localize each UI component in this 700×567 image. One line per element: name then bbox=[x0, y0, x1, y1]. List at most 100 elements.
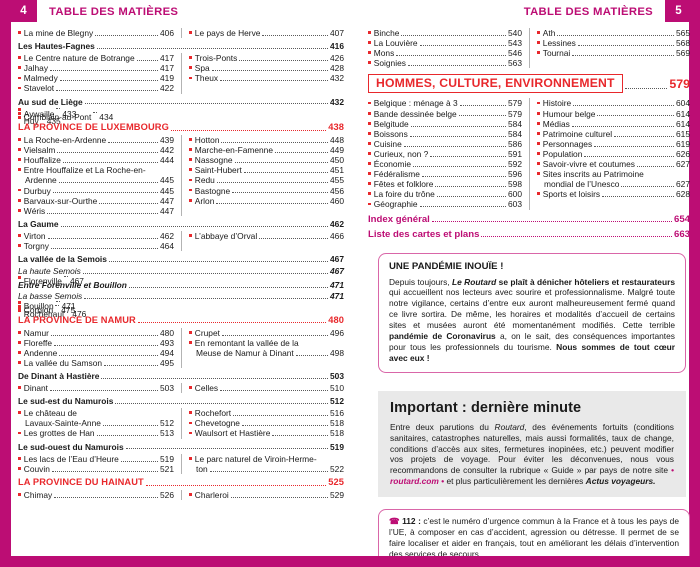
dot-leader bbox=[47, 237, 159, 239]
toc-pair-block: Le Centre nature de Botrange 417 Jalhay 417… bbox=[18, 53, 344, 94]
toc-column-right: Le parc naturel de Viroin-Herme-ton 522 bbox=[181, 453, 344, 474]
toc-entry: Soignies 563 bbox=[368, 58, 522, 68]
toc-entry: La mine de Blegny 406 bbox=[18, 28, 174, 38]
bottom-edge-trim bbox=[0, 556, 700, 567]
toc-entry-page: 417 bbox=[160, 63, 174, 74]
dot-leader bbox=[403, 145, 507, 147]
dot-leader bbox=[51, 470, 159, 472]
toc-section-label: Le sud-est du Namurois bbox=[18, 396, 114, 407]
toc-column-left: Le château de Lavaux-Sainte-Anne 512 Les gr… bbox=[18, 408, 181, 438]
toc-entry-label: Population bbox=[542, 148, 583, 159]
dot-leader bbox=[47, 212, 159, 214]
toc-right: Binche 540 La Louvière 543 Mons 546 Soignies 56… bbox=[354, 22, 692, 243]
toc-entry-page: 543 bbox=[508, 38, 522, 49]
toc-section-page: 663 bbox=[673, 228, 690, 240]
routard-com-link[interactable]: routard.com bbox=[390, 476, 439, 487]
dot-leader bbox=[458, 115, 507, 117]
dot-leader bbox=[84, 103, 329, 105]
bullet-icon bbox=[368, 51, 371, 55]
toc-entry: Saint-Hubert 451 bbox=[189, 165, 344, 175]
toc-section-page: 471 bbox=[330, 291, 344, 302]
dot-leader bbox=[239, 60, 329, 62]
toc-column-right: Celles 510 bbox=[181, 383, 344, 394]
toc-entry-page: 426 bbox=[330, 53, 344, 64]
dot-leader bbox=[136, 60, 159, 62]
toc-section-label: Corbion bbox=[23, 305, 54, 316]
toc-entry: Ath 565 bbox=[537, 28, 690, 38]
phone-icon: ☎ bbox=[389, 516, 400, 527]
toc-entry-page: 480 bbox=[160, 327, 174, 338]
toc-entry-label: ton bbox=[196, 463, 208, 474]
dot-leader bbox=[573, 105, 675, 107]
toc-entry: Les grottes de Han 513 bbox=[18, 428, 174, 438]
toc-entry-page: 462 bbox=[160, 230, 174, 241]
bullet-icon bbox=[18, 111, 21, 115]
toc-entry-page: 586 bbox=[508, 138, 522, 149]
toc-entry-label: Sports et loisirs bbox=[542, 189, 601, 200]
toc-section-page: 434 bbox=[99, 112, 114, 123]
bullet-icon bbox=[18, 456, 21, 460]
toc-column-left: Virton 462 Torgny 464 bbox=[18, 231, 181, 251]
toc-entry-label: Curieux, non ? bbox=[373, 148, 429, 159]
dot-leader bbox=[459, 105, 507, 107]
page-right-header: TABLE DES MATIÈRES 5 bbox=[354, 0, 692, 22]
toc-left: La mine de Blegny 406 Le pays de Herve 407 L… bbox=[10, 22, 346, 500]
toc-entry-label: Soignies bbox=[373, 58, 406, 69]
text-segment: Routard bbox=[494, 421, 525, 432]
toc-entry-label: Cuisine bbox=[373, 138, 402, 149]
toc-entry-label: Entre Houffalize et La Roche-en- bbox=[23, 165, 146, 176]
toc-entry-label: Houffalize bbox=[23, 155, 61, 166]
dot-leader bbox=[233, 415, 329, 417]
bullet-icon bbox=[18, 138, 21, 141]
toc-entry-label: Fêtes et folklore bbox=[373, 179, 434, 190]
toc-entry-page: 600 bbox=[508, 189, 522, 200]
dot-leader bbox=[636, 165, 675, 167]
toc-entry-label: Mons bbox=[373, 48, 395, 59]
toc-entry-label: Binche bbox=[373, 28, 400, 38]
bullet-icon bbox=[537, 131, 540, 135]
toc-entry-page: 546 bbox=[508, 48, 522, 59]
text-segment: , des événements fortuits (conditions sa… bbox=[390, 421, 674, 476]
toc-column-right: Trois-Ponts 426 Spa 428 Theux 432 bbox=[181, 53, 344, 94]
dot-leader bbox=[57, 152, 159, 154]
dot-leader bbox=[102, 425, 159, 427]
toc-entry: Médias 614 bbox=[537, 119, 690, 129]
bullet-icon bbox=[18, 466, 21, 470]
toc-entry-label: La vallée du Samson bbox=[23, 357, 103, 368]
toc-entry-label: Chevetogne bbox=[194, 418, 240, 429]
toc-entry: Bastogne 456 bbox=[189, 186, 344, 196]
dot-leader bbox=[572, 55, 675, 57]
dot-leader bbox=[50, 334, 159, 336]
dot-leader bbox=[216, 202, 329, 204]
dot-leader bbox=[63, 275, 68, 277]
page-left-header: 4 TABLE DES MATIÈRES bbox=[10, 0, 346, 22]
bullet-icon bbox=[368, 111, 371, 115]
toc-section-row: LA PROVINCE DU HAINAUT 525 bbox=[18, 477, 344, 488]
toc-entry-page: 510 bbox=[330, 383, 344, 394]
bullet-icon bbox=[368, 41, 371, 45]
page-left: 4 TABLE DES MATIÈRES La mine de Blegny 40… bbox=[10, 0, 346, 556]
toc-entry-label: Fédéralisme bbox=[373, 169, 420, 180]
dot-leader bbox=[52, 192, 159, 194]
toc-section-page: 432 bbox=[330, 96, 344, 107]
dot-leader bbox=[220, 390, 329, 392]
toc-entry-label: Redu bbox=[194, 175, 215, 186]
bullet-icon bbox=[18, 340, 21, 344]
pandemic-notice-title: UNE PANDÉMIE INOUÏE ! bbox=[389, 260, 504, 272]
bullet-icon bbox=[18, 234, 21, 237]
toc-pair-block: Namur 480 Floreffe 493 Andenne 494 La vallée d… bbox=[18, 327, 344, 369]
toc-entry-page: 516 bbox=[330, 408, 344, 419]
toc-column-left: Le Centre nature de Botrange 417 Jalhay 417… bbox=[18, 53, 181, 93]
toc-section-page: 475 bbox=[61, 305, 76, 316]
dot-leader bbox=[419, 206, 507, 208]
bullet-icon bbox=[189, 493, 192, 496]
toc-section-page: 467 bbox=[69, 276, 84, 287]
toc-entry: Chevetogne 518 bbox=[189, 418, 344, 428]
toc-column-left: Dinant 503 bbox=[18, 383, 181, 393]
dot-leader bbox=[220, 80, 329, 82]
toc-entry-label: En remontant la vallée de la bbox=[194, 337, 299, 348]
toc-entry: Ardenne 445 bbox=[18, 175, 174, 185]
toc-entry-page: 522 bbox=[330, 463, 344, 474]
toc-entry-label: Andenne bbox=[23, 347, 58, 358]
toc-entry: Spa 428 bbox=[189, 63, 344, 73]
